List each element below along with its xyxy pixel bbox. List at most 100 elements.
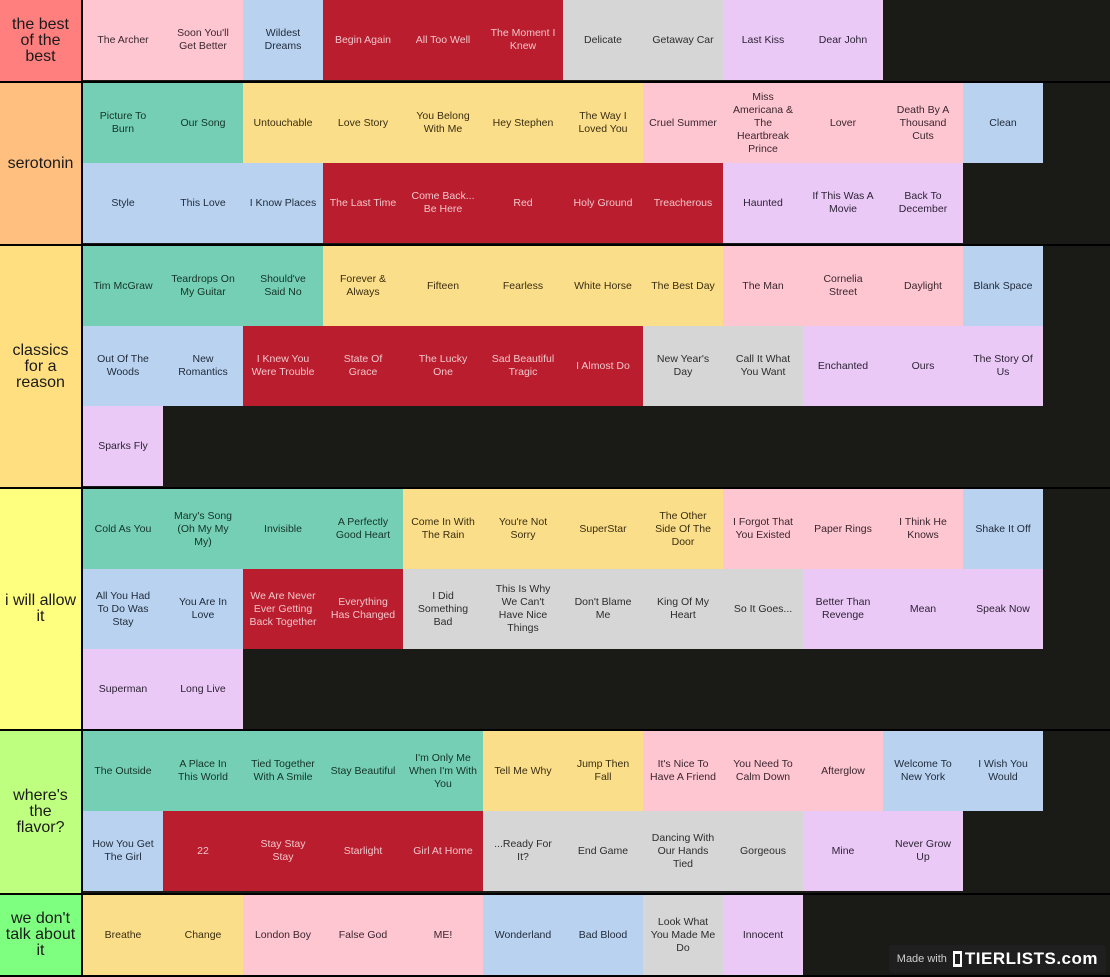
tier-item[interactable]: I Almost Do xyxy=(563,326,643,406)
tier-item[interactable]: Our Song xyxy=(163,83,243,163)
tier-item[interactable]: Daylight xyxy=(883,246,963,326)
tier-item[interactable]: Stay Beautiful xyxy=(323,731,403,811)
tier-item[interactable]: Never Grow Up xyxy=(883,811,963,891)
tier-item[interactable]: Should've Said No xyxy=(243,246,323,326)
tier-item[interactable]: I Forgot That You Existed xyxy=(723,489,803,569)
tier-item[interactable]: How You Get The Girl xyxy=(83,811,163,891)
tier-label[interactable]: classics for a reason xyxy=(0,246,83,487)
tier-item[interactable]: Starlight xyxy=(323,811,403,891)
tier-item[interactable]: Mean xyxy=(883,569,963,649)
tier-item[interactable]: The Way I Loved You xyxy=(563,83,643,163)
tier-item[interactable]: A Place In This World xyxy=(163,731,243,811)
tier-item[interactable]: All You Had To Do Was Stay xyxy=(83,569,163,649)
tier-item[interactable]: Miss Americana & The Heartbreak Prince xyxy=(723,83,803,163)
tier-item[interactable]: I Knew You Were Trouble xyxy=(243,326,323,406)
tier-item[interactable]: Picture To Burn xyxy=(83,83,163,163)
tier-item[interactable]: New Year's Day xyxy=(643,326,723,406)
tier-item[interactable]: Mine xyxy=(803,811,883,891)
tier-item[interactable]: Lover xyxy=(803,83,883,163)
tier-item[interactable]: The Lucky One xyxy=(403,326,483,406)
tier-item[interactable]: Soon You'll Get Better xyxy=(163,0,243,80)
tier-item[interactable]: Out Of The Woods xyxy=(83,326,163,406)
tier-item[interactable]: Forever & Always xyxy=(323,246,403,326)
tier-item[interactable]: You Belong With Me xyxy=(403,83,483,163)
tier-item[interactable]: The Other Side Of The Door xyxy=(643,489,723,569)
tier-item[interactable]: The Man xyxy=(723,246,803,326)
tier-item[interactable]: Innocent xyxy=(723,895,803,975)
tier-item[interactable]: You Are In Love xyxy=(163,569,243,649)
tier-item[interactable]: Afterglow xyxy=(803,731,883,811)
tier-item[interactable]: Jump Then Fall xyxy=(563,731,643,811)
tier-item[interactable]: Begin Again xyxy=(323,0,403,80)
tier-item[interactable]: Untouchable xyxy=(243,83,323,163)
tier-item[interactable]: Better Than Revenge xyxy=(803,569,883,649)
tier-item[interactable]: ME! xyxy=(403,895,483,975)
tier-item[interactable]: Wildest Dreams xyxy=(243,0,323,80)
tier-item[interactable]: We Are Never Ever Getting Back Together xyxy=(243,569,323,649)
tier-item[interactable]: Speak Now xyxy=(963,569,1043,649)
tier-label[interactable]: serotonin xyxy=(0,83,83,244)
tier-item[interactable]: Blank Space xyxy=(963,246,1043,326)
tier-item[interactable]: Call It What You Want xyxy=(723,326,803,406)
tier-item[interactable]: You're Not Sorry xyxy=(483,489,563,569)
tier-item[interactable]: The Outside xyxy=(83,731,163,811)
tier-item[interactable]: Gorgeous xyxy=(723,811,803,891)
tier-item[interactable]: Cold As You xyxy=(83,489,163,569)
tier-item[interactable]: The Moment I Knew xyxy=(483,0,563,80)
tier-item[interactable]: SuperStar xyxy=(563,489,643,569)
tier-item[interactable]: Treacherous xyxy=(643,163,723,243)
tier-item[interactable]: Cornelia Street xyxy=(803,246,883,326)
tier-item[interactable]: I Think He Knows xyxy=(883,489,963,569)
tier-item[interactable]: Welcome To New York xyxy=(883,731,963,811)
tier-item[interactable]: Delicate xyxy=(563,0,643,80)
tier-item[interactable]: Come In With The Rain xyxy=(403,489,483,569)
tier-item[interactable]: Hey Stephen xyxy=(483,83,563,163)
tier-item[interactable]: Tied Together With A Smile xyxy=(243,731,323,811)
tier-item[interactable]: Dear John xyxy=(803,0,883,80)
tier-item[interactable]: The Best Day xyxy=(643,246,723,326)
tier-item[interactable]: Girl At Home xyxy=(403,811,483,891)
tier-item[interactable]: Change xyxy=(163,895,243,975)
tier-item[interactable]: Tell Me Why xyxy=(483,731,563,811)
tier-item[interactable]: The Last Time xyxy=(323,163,403,243)
tier-item[interactable]: Enchanted xyxy=(803,326,883,406)
tier-item[interactable]: Back To December xyxy=(883,163,963,243)
watermark[interactable]: Made with TIERLISTS.com xyxy=(888,945,1106,973)
tier-item[interactable]: False God xyxy=(323,895,403,975)
tier-item[interactable]: Look What You Made Me Do xyxy=(643,895,723,975)
tier-item[interactable]: Ours xyxy=(883,326,963,406)
tier-item[interactable]: Teardrops On My Guitar xyxy=(163,246,243,326)
tier-item[interactable]: All Too Well xyxy=(403,0,483,80)
tier-item[interactable]: Paper Rings xyxy=(803,489,883,569)
tier-item[interactable]: This Is Why We Can't Have Nice Things xyxy=(483,569,563,649)
tier-item[interactable]: You Need To Calm Down xyxy=(723,731,803,811)
tier-label[interactable]: we don't talk about it xyxy=(0,895,83,975)
tier-item[interactable]: Come Back... Be Here xyxy=(403,163,483,243)
tier-item[interactable]: ...Ready For It? xyxy=(483,811,563,891)
tier-item[interactable]: Last Kiss xyxy=(723,0,803,80)
tier-item[interactable]: A Perfectly Good Heart xyxy=(323,489,403,569)
tier-label[interactable]: i will allow it xyxy=(0,489,83,729)
tier-item[interactable]: Red xyxy=(483,163,563,243)
tier-item[interactable]: Sad Beautiful Tragic xyxy=(483,326,563,406)
tier-item[interactable]: The Archer xyxy=(83,0,163,80)
tier-item[interactable]: Clean xyxy=(963,83,1043,163)
tier-item[interactable]: Death By A Thousand Cuts xyxy=(883,83,963,163)
tier-item[interactable]: Love Story xyxy=(323,83,403,163)
tier-item[interactable]: Style xyxy=(83,163,163,243)
tier-item[interactable]: If This Was A Movie xyxy=(803,163,883,243)
tier-item[interactable]: 22 xyxy=(163,811,243,891)
tier-item[interactable]: Fifteen xyxy=(403,246,483,326)
tier-item[interactable]: Don't Blame Me xyxy=(563,569,643,649)
tier-label[interactable]: the best of the best xyxy=(0,0,83,81)
tier-item[interactable]: I Wish You Would xyxy=(963,731,1043,811)
tier-item[interactable]: King Of My Heart xyxy=(643,569,723,649)
tier-item[interactable]: Fearless xyxy=(483,246,563,326)
tier-item[interactable]: It's Nice To Have A Friend xyxy=(643,731,723,811)
tier-item[interactable]: The Story Of Us xyxy=(963,326,1043,406)
tier-item[interactable]: Long Live xyxy=(163,649,243,729)
tier-item[interactable]: I Know Places xyxy=(243,163,323,243)
tier-item[interactable]: Mary's Song (Oh My My My) xyxy=(163,489,243,569)
tier-item[interactable]: Sparks Fly xyxy=(83,406,163,486)
tier-item[interactable]: Getaway Car xyxy=(643,0,723,80)
